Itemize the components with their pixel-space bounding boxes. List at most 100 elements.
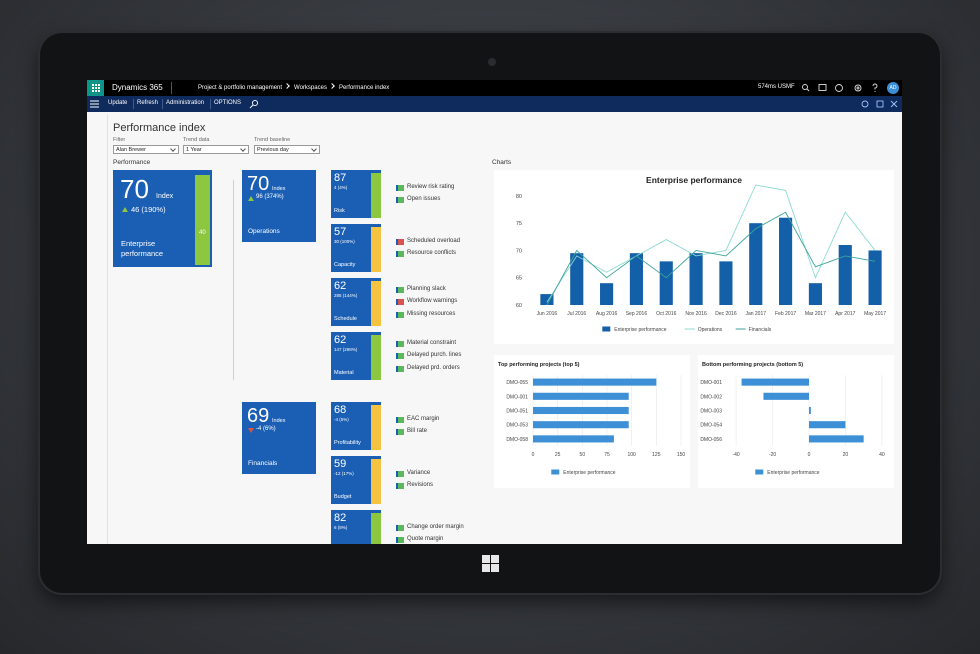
action-button[interactable]: Refresh	[137, 100, 159, 106]
bar	[570, 253, 584, 305]
bar	[719, 261, 733, 305]
metric-tile[interactable]: 826 (8%)Quotes	[331, 510, 381, 544]
indicator-label[interactable]: Planning slack	[407, 285, 446, 292]
x-tick-label: -20	[769, 452, 776, 458]
bar	[763, 392, 809, 400]
indicator-label[interactable]: Workflow warnings	[407, 298, 458, 304]
breadcrumb-item[interactable]: Performance index	[338, 85, 390, 91]
legend-swatch	[755, 469, 764, 475]
bar	[629, 253, 643, 305]
indicator-status	[396, 197, 404, 204]
indicator-status	[396, 286, 404, 293]
windows-button[interactable]	[482, 555, 500, 573]
filter-select[interactable]: Alan Brewer	[113, 145, 179, 154]
filter-select[interactable]: 1 Year	[183, 145, 249, 154]
app-launcher[interactable]	[87, 80, 104, 96]
x-tick-label: 0	[532, 452, 535, 458]
indicator-label[interactable]: EAC margin	[407, 415, 440, 422]
indicator-label[interactable]: Material constraint	[407, 339, 457, 346]
metric-tile[interactable]: 68 -4 (5%) Profitability	[331, 402, 381, 450]
legend-label: Enterprise performance	[563, 470, 615, 476]
x-tick-label: Jun 2016	[537, 311, 558, 317]
tile-value: 68	[334, 404, 347, 416]
indicator-status	[396, 251, 404, 258]
filter-label: Trend baseline	[254, 137, 291, 143]
company[interactable]: 574ms USMF	[758, 84, 795, 90]
x-tick-label: Aug 2016	[596, 311, 618, 317]
tile-change: 6 (8%)	[334, 525, 348, 530]
group-tile[interactable]: 70 Index 96 (374%) Operations	[242, 170, 316, 242]
tile-unit: Index	[156, 193, 174, 200]
x-tick-label: 25	[555, 452, 561, 458]
trend-arrow	[248, 428, 254, 433]
gauge-label: 40	[199, 230, 206, 236]
summary-tile[interactable]: 40 70 Index 46 (190%) Enterprise performance	[113, 170, 212, 267]
metric-tile[interactable]: 59 -12 (17%) Budget	[331, 456, 381, 504]
indicator-label[interactable]: Delayed prd. orders	[407, 364, 460, 371]
x-tick-label: Sep 2016	[626, 311, 648, 317]
chart-panel: Bottom performing projects (bottom 5) -40…	[698, 355, 894, 488]
bar	[809, 421, 846, 429]
indicator-label[interactable]: Scheduled overload	[407, 237, 461, 244]
indicator-status	[396, 524, 404, 531]
filter-chevron	[170, 146, 176, 152]
action-button[interactable]: Administration	[166, 100, 205, 106]
x-tick-label: 0	[808, 452, 811, 458]
indicator-label[interactable]: Revisions	[407, 482, 434, 489]
x-tick-label: -40	[732, 452, 739, 458]
indicator-label[interactable]: Change order margin	[407, 523, 464, 530]
tile-change: -4 (5%)	[334, 417, 349, 422]
bar	[540, 294, 554, 305]
y-tick-label: DMO-003	[700, 409, 722, 415]
top-bar	[87, 80, 902, 96]
tile-value: 62	[334, 334, 347, 346]
action-button[interactable]: Update	[108, 100, 128, 106]
group-tile[interactable]: 69 Index -4 (6%) Financials	[242, 402, 316, 474]
filter-label: Trend data	[183, 137, 210, 143]
user-avatar[interactable]: AD	[887, 82, 899, 94]
action-search[interactable]	[249, 99, 259, 109]
metric-tile[interactable]: 87 4 (4%) Risk	[331, 170, 381, 218]
x-tick-label: Nov 2016	[685, 311, 707, 317]
indicator-label[interactable]: Delayed purch. lines	[407, 352, 462, 358]
breadcrumb-item[interactable]: Project & portfolio management	[198, 85, 283, 91]
top-icons[interactable]	[800, 82, 890, 94]
y-tick-label: 75	[516, 221, 522, 227]
bar	[741, 378, 809, 386]
tile-name: Capacity	[334, 262, 356, 268]
tile-gauge	[195, 175, 210, 265]
metric-tile[interactable]: 57 30 (100%) Capacity	[331, 224, 381, 272]
y-tick-label: DMO-002	[700, 394, 722, 400]
connector-line	[233, 180, 234, 380]
indicator-label[interactable]: Variance	[407, 469, 431, 476]
bar	[838, 245, 852, 305]
action-button[interactable]: OPTIONS	[214, 100, 242, 106]
x-tick-label: 40	[879, 452, 885, 458]
indicator-label[interactable]: Bill rate	[407, 428, 428, 435]
legend-label: Operations	[698, 327, 723, 333]
y-tick-label: 60	[516, 303, 522, 309]
tile-gauge	[371, 513, 381, 544]
indicator-label[interactable]: Resource conflicts	[407, 250, 457, 257]
window-icons[interactable]	[861, 99, 901, 109]
x-tick-label: Apr 2017	[835, 311, 856, 317]
y-tick-label: DMO-055	[506, 380, 528, 386]
breadcrumb-item[interactable]: Workspaces	[294, 85, 327, 91]
action-separator	[133, 99, 134, 109]
metric-tile[interactable]: 62 147 (298%) Material	[331, 332, 381, 380]
x-tick-label: 20	[843, 452, 849, 458]
filter-select[interactable]: Previous day	[254, 145, 320, 154]
x-tick-label: Oct 2016	[656, 311, 677, 317]
metric-tile[interactable]: 62 285 (144%) Schedule	[331, 278, 381, 326]
indicator-status	[396, 416, 404, 423]
indicator-status	[396, 483, 404, 490]
tile-name: Budget	[334, 494, 352, 500]
x-tick-label: Mar 2017	[805, 311, 826, 317]
bar	[689, 253, 703, 305]
indicator-label[interactable]: Open issues	[407, 196, 441, 203]
nav-menu[interactable]	[90, 100, 99, 108]
indicator-label[interactable]: Review risk rating	[407, 183, 455, 190]
tile-change: 46 (190%)	[131, 205, 166, 214]
indicator-label[interactable]: Missing resources	[407, 310, 456, 317]
indicator-label[interactable]: Quote margin	[407, 536, 444, 543]
